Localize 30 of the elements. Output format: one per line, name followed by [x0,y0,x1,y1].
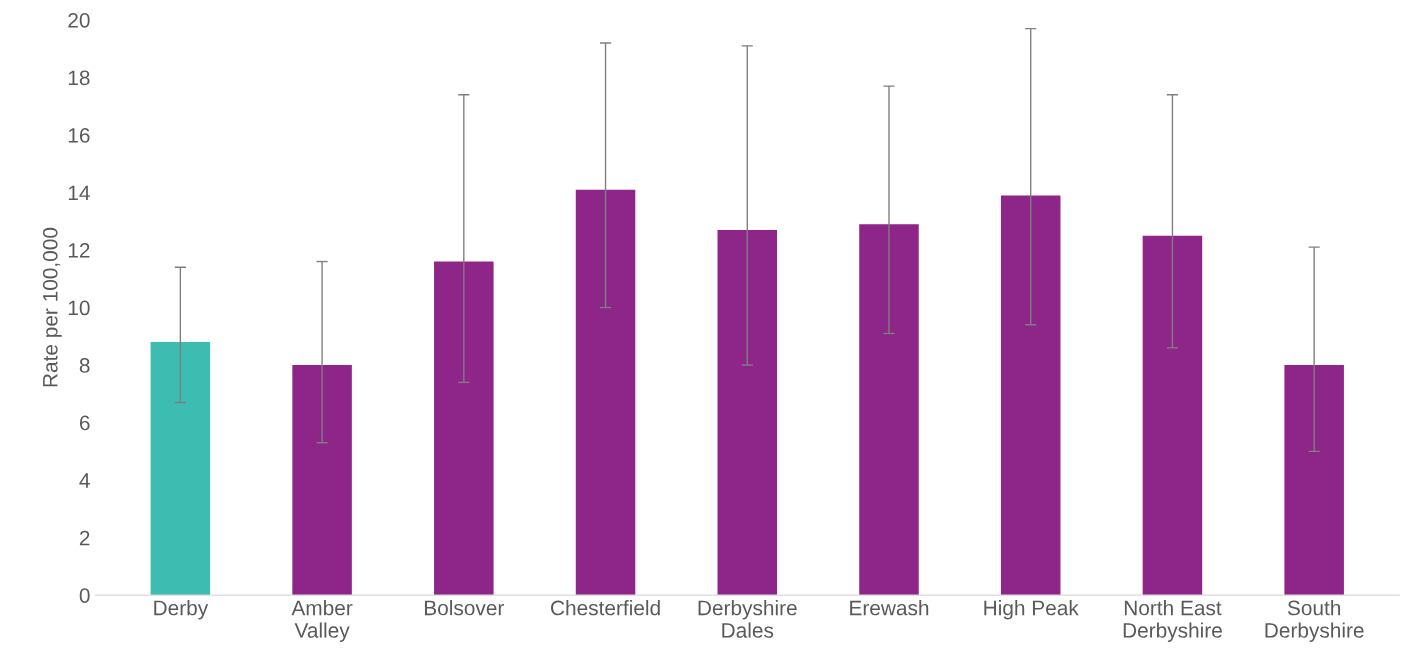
x-tick-label: Bolsover [425,600,504,616]
y-tick-label: 10 [68,300,90,316]
y-tick-label: 12 [68,243,90,258]
x-tick-label: North East Derbyshire [1123,600,1222,642]
y-tick-label: 6 [79,415,90,431]
y-tick-label: 2 [79,530,90,546]
y-tick-label: 0 [79,588,90,603]
y-tick-label: 16 [68,128,90,143]
bar [575,189,636,596]
y-tick-label: 4 [79,473,90,488]
x-tick-label: High Peak [984,600,1079,620]
x-tick-label: Chesterfield [551,600,660,616]
x-tick-label: South Derbyshire [1265,600,1364,642]
y-tick-label: 8 [79,358,90,373]
bar [717,229,778,596]
y-tick-label: 20 [68,12,90,28]
bar [1142,235,1203,596]
bar [434,261,494,596]
y-tick-label: 14 [68,185,90,201]
y-axis-title: Rate per 100,000 [42,227,62,387]
bar [1284,365,1344,596]
bar [292,365,352,596]
x-tick-label: Erewash [850,600,929,616]
x-tick-label: Derby [154,600,209,620]
x-tick-label: Amber Valley [291,600,353,642]
bar [1000,195,1061,596]
y-tick-label: 18 [68,70,90,86]
bar [150,342,211,596]
bar [859,224,919,596]
x-tick-label: Derbyshire Dales [698,600,797,638]
